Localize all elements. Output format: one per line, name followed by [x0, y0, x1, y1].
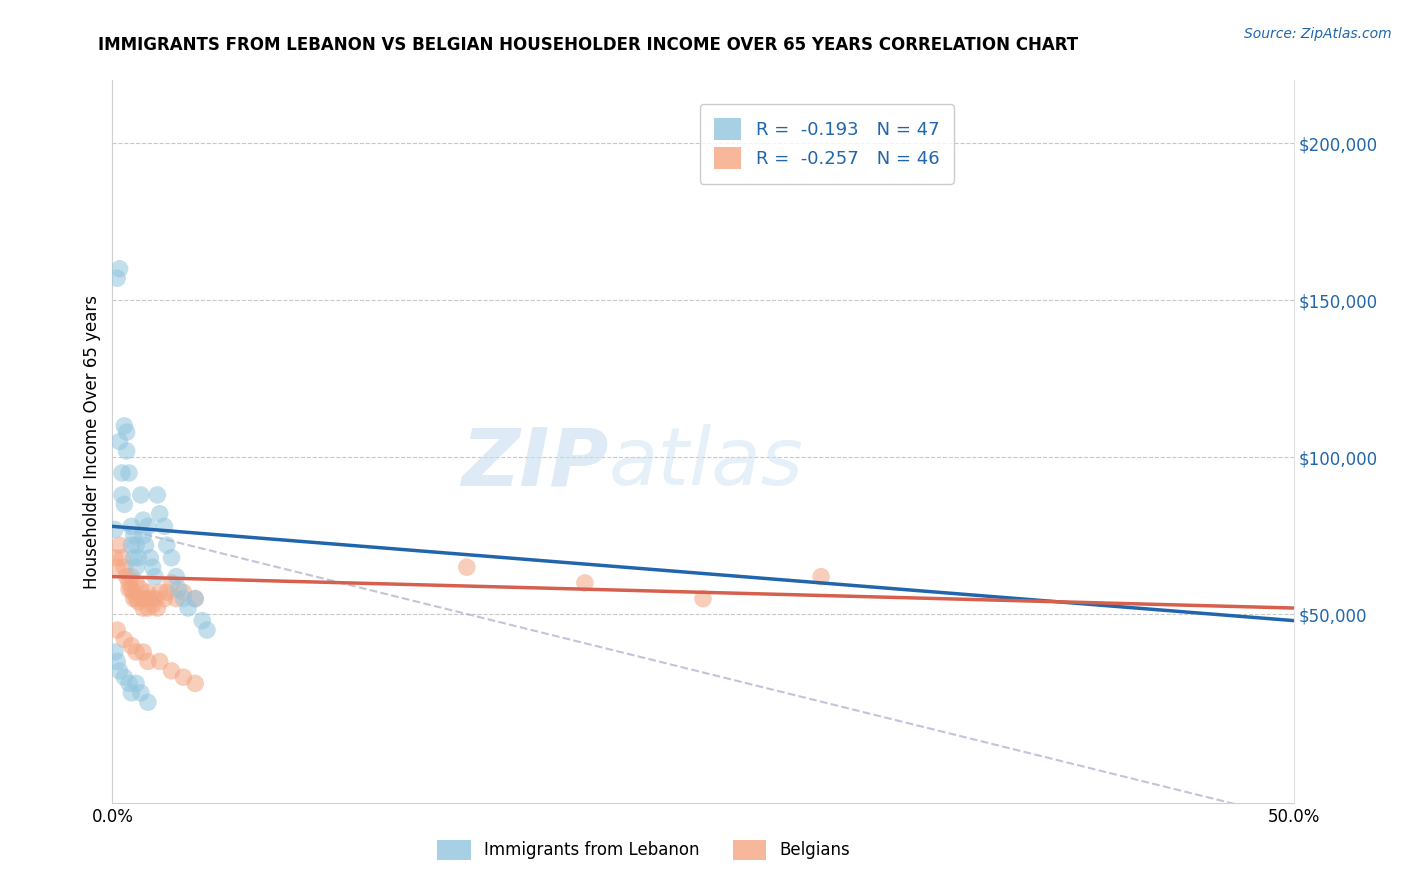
Point [165, 569, 187, 583]
Point [132, 601, 155, 615]
Text: Source: ZipAtlas.com: Source: ZipAtlas.com [1244, 27, 1392, 41]
Point [172, 585, 194, 599]
Point [111, 550, 134, 565]
Point [120, 569, 142, 583]
Point [172, 670, 194, 684]
Text: ZIP: ZIP [461, 425, 609, 502]
Point [127, 595, 149, 609]
Point [105, 560, 128, 574]
Point [160, 664, 183, 678]
Point [105, 271, 128, 285]
Point [692, 591, 714, 606]
Point [125, 560, 148, 574]
Text: atlas: atlas [609, 425, 803, 502]
Point [112, 670, 135, 684]
Point [142, 598, 165, 612]
Point [104, 645, 127, 659]
Point [105, 655, 128, 669]
Point [111, 488, 134, 502]
Point [184, 676, 207, 690]
Point [108, 664, 131, 678]
Point [149, 507, 172, 521]
Point [129, 488, 152, 502]
Point [115, 444, 138, 458]
Point [135, 591, 157, 606]
Point [104, 550, 127, 565]
Point [153, 519, 176, 533]
Point [112, 418, 135, 433]
Point [120, 538, 142, 552]
Point [108, 538, 131, 552]
Point [120, 519, 142, 533]
Point [136, 585, 159, 599]
Point [122, 591, 145, 606]
Point [139, 591, 162, 606]
Point [191, 614, 214, 628]
Point [118, 575, 141, 590]
Point [118, 582, 141, 597]
Point [132, 529, 155, 543]
Point [108, 261, 131, 276]
Point [111, 466, 134, 480]
Point [149, 585, 172, 599]
Point [184, 591, 207, 606]
Point [195, 623, 218, 637]
Point [132, 591, 155, 606]
Point [115, 569, 138, 583]
Point [125, 575, 148, 590]
Point [108, 434, 131, 449]
Point [149, 655, 172, 669]
Point [135, 538, 157, 552]
Text: IMMIGRANTS FROM LEBANON VS BELGIAN HOUSEHOLDER INCOME OVER 65 YEARS CORRELATION : IMMIGRANTS FROM LEBANON VS BELGIAN HOUSE… [98, 36, 1078, 54]
Point [112, 560, 135, 574]
Y-axis label: Householder Income Over 65 years: Householder Income Over 65 years [83, 294, 101, 589]
Point [132, 513, 155, 527]
Point [172, 591, 194, 606]
Point [139, 550, 162, 565]
Point [156, 585, 179, 599]
Point [120, 582, 142, 597]
Point [143, 591, 166, 606]
Point [118, 676, 141, 690]
Point [160, 550, 183, 565]
Point [146, 488, 169, 502]
Point [167, 582, 190, 597]
Point [146, 601, 169, 615]
Point [104, 523, 127, 537]
Point [122, 550, 145, 565]
Point [125, 676, 148, 690]
Point [160, 575, 183, 590]
Point [136, 695, 159, 709]
Point [143, 569, 166, 583]
Point [136, 655, 159, 669]
Point [115, 425, 138, 439]
Point [127, 550, 149, 565]
Point [129, 686, 152, 700]
Point [456, 560, 478, 574]
Point [136, 601, 159, 615]
Point [125, 538, 148, 552]
Point [142, 560, 165, 574]
Point [120, 686, 142, 700]
Point [574, 575, 596, 590]
Point [156, 538, 179, 552]
Legend: Immigrants from Lebanon, Belgians: Immigrants from Lebanon, Belgians [430, 833, 858, 867]
Point [177, 601, 200, 615]
Point [129, 582, 152, 597]
Point [810, 569, 832, 583]
Point [122, 585, 145, 599]
Point [112, 632, 135, 647]
Point [136, 519, 159, 533]
Point [120, 639, 142, 653]
Point [112, 497, 135, 511]
Point [132, 645, 155, 659]
Point [184, 591, 207, 606]
Point [122, 529, 145, 543]
Point [105, 623, 128, 637]
Point [118, 466, 141, 480]
Point [125, 591, 148, 606]
Point [153, 591, 176, 606]
Point [125, 645, 148, 659]
Point [165, 591, 187, 606]
